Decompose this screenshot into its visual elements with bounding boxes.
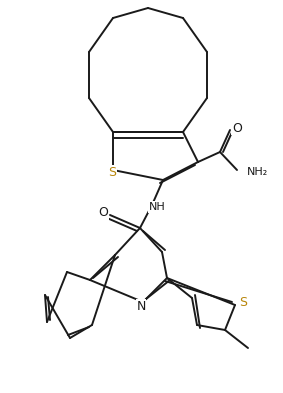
Text: O: O	[232, 121, 242, 134]
Text: S: S	[108, 165, 116, 178]
Text: O: O	[98, 206, 108, 220]
Text: NH: NH	[149, 202, 165, 212]
Text: N: N	[136, 299, 146, 312]
Text: S: S	[239, 296, 247, 309]
Text: NH₂: NH₂	[247, 167, 268, 177]
